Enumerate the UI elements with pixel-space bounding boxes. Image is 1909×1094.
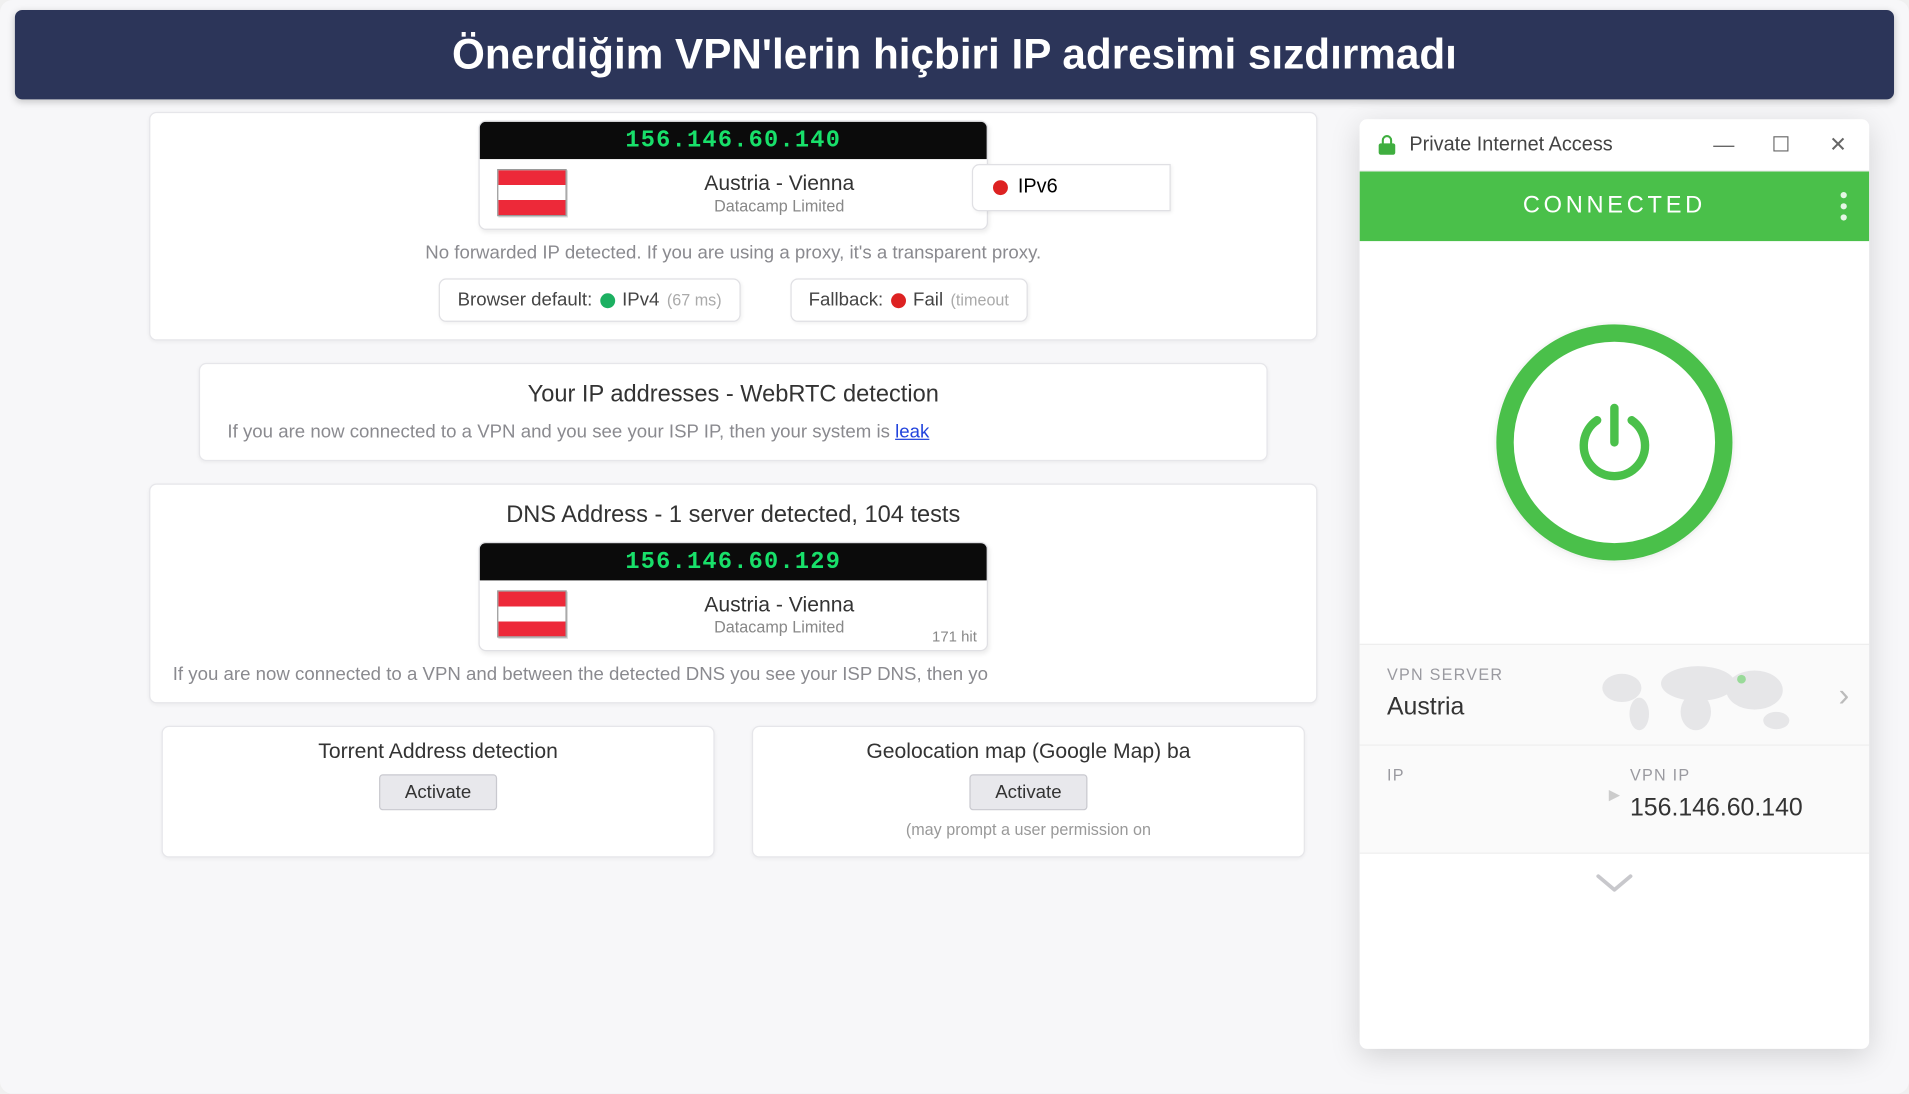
webrtc-title: Your IP addresses - WebRTC detection [222,382,1244,409]
ip-address-card: 156.146.60.140 Austria - Vienna Datacamp… [149,112,1317,341]
lock-icon [1375,131,1400,158]
status-dot-red-icon [891,293,906,308]
browser-default-proto: IPv4 [622,290,659,311]
pia-app-title: Private Internet Access [1409,134,1697,156]
dns-hit-count: 171 hit [932,628,977,645]
ipv6-test-pill: IPv6 [972,164,1171,211]
pia-titlebar: Private Internet Access — ☐ ✕ [1360,119,1870,171]
world-map-icon [1588,657,1812,744]
dns-card: DNS Address - 1 server detected, 104 tes… [149,483,1317,703]
pia-status-text: CONNECTED [1523,193,1706,220]
dns-ip-block: 156.146.60.129 Austria - Vienna Datacamp… [478,542,988,651]
fallback-result: Fail [913,290,943,311]
pia-menu-button[interactable] [1841,192,1847,221]
forwarded-ip-note: No forwarded IP detected. If you are usi… [173,242,1294,263]
proto-pill-row: Browser default: IPv4 (67 ms) Fallback: … [173,278,1294,321]
browser-default-label: Browser default: [458,290,593,311]
leaktest-page: 156.146.60.140 Austria - Vienna Datacamp… [50,0,1417,880]
austria-flag-icon [497,169,567,216]
bottom-panel-row: Torrent Address detection Activate Geolo… [149,726,1317,880]
power-icon [1568,396,1660,488]
window-maximize-button[interactable]: ☐ [1765,132,1797,157]
dns-location: Austria - Vienna [589,592,969,617]
pia-vpn-ip-label: VPN IP [1630,766,1842,785]
geolocation-panel-title: Geolocation map (Google Map) ba [771,739,1287,764]
triangle-right-icon: ▸ [1609,781,1620,807]
headline-text: Önerdiğim VPN'lerin hiçbiri IP adresimi … [452,30,1457,78]
torrent-detection-panel: Torrent Address detection Activate [162,726,715,858]
ip-organization: Datacamp Limited [589,196,969,215]
pia-expand-button[interactable] [1360,853,1870,913]
fallback-note: (timeout [951,291,1009,310]
pia-app-window: Private Internet Access — ☐ ✕ CONNECTED [1360,119,1870,1049]
browser-default-latency: (67 ms) [667,291,722,310]
dns-note: If you are now connected to a VPN and be… [173,664,1294,685]
status-dot-red-icon [993,180,1008,195]
detected-ip-address: 156.146.60.140 [480,122,987,159]
dns-ip-address: 156.146.60.129 [480,543,987,580]
ip-location: Austria - Vienna [589,171,969,196]
chevron-right-icon: › [1839,675,1850,714]
pia-vpn-ip-value: 156.146.60.140 [1630,794,1842,823]
chevron-down-icon [1593,871,1635,896]
pia-ip-value [1387,794,1599,823]
window-minimize-button[interactable]: — [1708,132,1740,157]
fallback-pill: Fallback: Fail (timeout [790,278,1028,321]
torrent-activate-button[interactable]: Activate [379,774,498,810]
dns-organization: Datacamp Limited [589,617,969,636]
pia-main-area [1360,241,1870,644]
ipv6-label: IPv6 [1018,176,1058,198]
geolocation-subnote: (may prompt a user permission on [771,820,1287,839]
webrtc-note-text: If you are now connected to a VPN and yo… [227,421,895,442]
detected-ip-block: 156.146.60.140 Austria - Vienna Datacamp… [478,121,988,230]
window-close-button[interactable]: ✕ [1822,132,1854,157]
webrtc-note: If you are now connected to a VPN and yo… [222,421,1244,442]
geolocation-activate-button[interactable]: Activate [969,774,1088,810]
pia-ip-section: IP ▸ VPN IP 156.146.60.140 [1360,744,1870,852]
browser-default-pill: Browser default: IPv4 (67 ms) [439,278,740,321]
headline-banner: Önerdiğim VPN'lerin hiçbiri IP adresimi … [15,10,1894,99]
torrent-panel-title: Torrent Address detection [180,739,696,764]
geolocation-panel: Geolocation map (Google Map) ba Activate… [752,726,1305,858]
webrtc-leak-link[interactable]: leak [895,421,929,442]
pia-connection-status-bar: CONNECTED [1360,172,1870,242]
pia-server-section[interactable]: VPN SERVER Austria › [1360,644,1870,745]
webrtc-card: Your IP addresses - WebRTC detection If … [199,363,1268,461]
fallback-label: Fallback: [809,290,884,311]
status-dot-green-icon [600,293,615,308]
dns-title: DNS Address - 1 server detected, 104 tes… [173,502,1294,529]
pia-ip-label: IP [1387,766,1599,785]
pia-power-button[interactable] [1496,324,1732,560]
austria-flag-icon [497,590,567,637]
